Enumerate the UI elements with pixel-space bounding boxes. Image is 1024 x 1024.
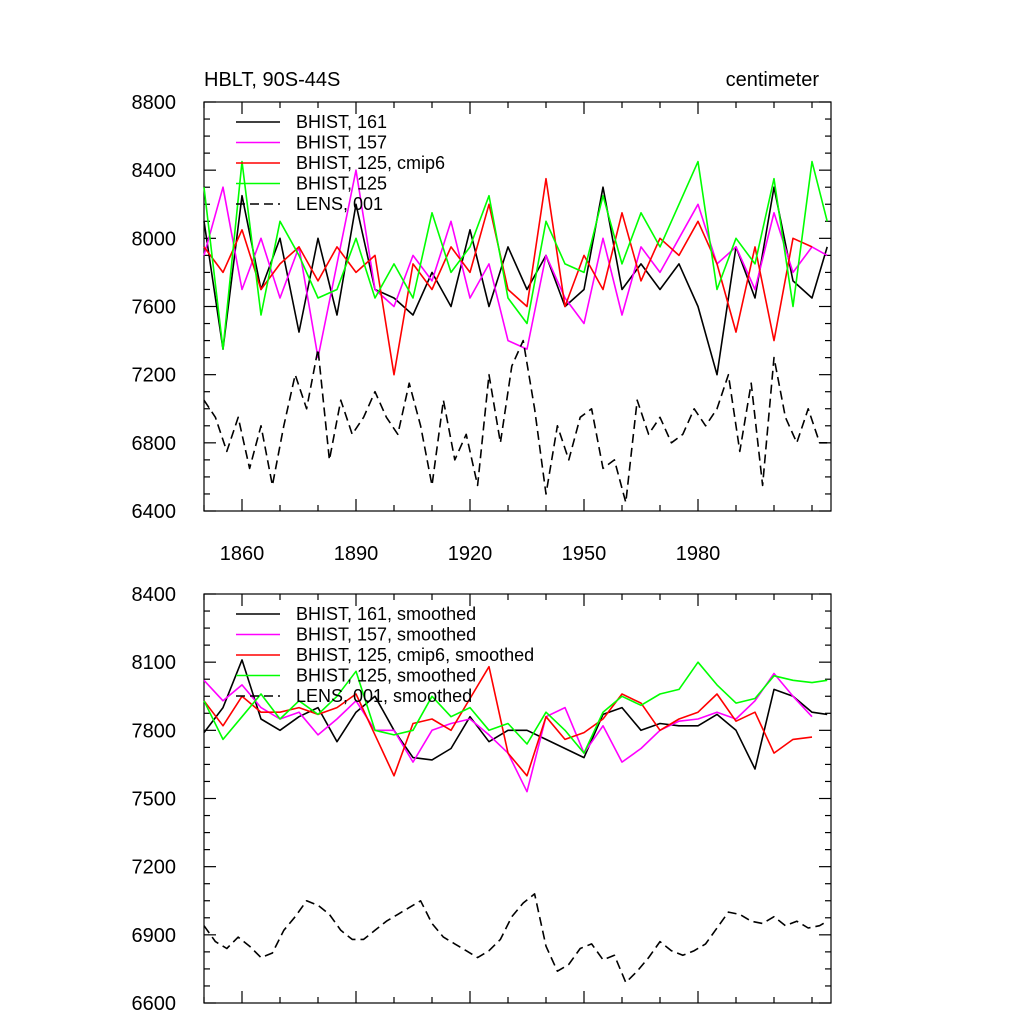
series-line-4 xyxy=(203,160,828,350)
y-tick-label: 8400 xyxy=(132,584,177,606)
y-tick-label: 6800 xyxy=(132,433,177,455)
legend-label: BHIST, 157 xyxy=(296,133,387,153)
series-line-3 xyxy=(203,665,813,777)
y-tick-label: 8100 xyxy=(132,652,177,674)
x-tick-label: 1950 xyxy=(562,543,607,565)
y-tick-label: 7500 xyxy=(132,789,177,811)
legend-label: BHIST, 161, smoothed xyxy=(296,604,476,624)
legend-label: BHIST, 161 xyxy=(296,112,387,132)
x-tick-label: 1860 xyxy=(220,543,265,565)
y-tick-label: 8800 xyxy=(132,92,177,114)
series-line-5 xyxy=(203,893,828,984)
legend-label: BHIST, 125, cmip6 xyxy=(296,153,445,173)
series-line-2 xyxy=(203,169,828,359)
legend-label: BHIST, 125, cmip6, smoothed xyxy=(296,645,534,665)
y-tick-label: 8400 xyxy=(132,160,177,182)
series-line-5 xyxy=(203,339,828,504)
y-tick-label: 6400 xyxy=(132,501,177,523)
y-tick-label: 6600 xyxy=(132,993,177,1015)
legend-label: BHIST, 157, smoothed xyxy=(296,625,476,645)
y-tick-label: 8000 xyxy=(132,228,177,250)
series-line-1 xyxy=(203,186,828,376)
y-tick-label: 7600 xyxy=(132,297,177,319)
y-tick-label: 7200 xyxy=(132,857,177,879)
bottom-panel: 6600 6900 7200 7500 7800 8100 8400 BHIST, 161, … xyxy=(132,584,832,1015)
top-chart-units: centimeter xyxy=(726,69,820,91)
legend-label: BHIST, 125 xyxy=(296,174,387,194)
x-tick-label: 1890 xyxy=(334,543,379,565)
series-line-4 xyxy=(203,661,828,754)
top-panel: HBLT, 90S-44S centimeter 6400 6800 7200 760… xyxy=(132,69,832,565)
y-tick-label: 7200 xyxy=(132,365,177,387)
x-tick-label: 1920 xyxy=(448,543,493,565)
legend-label: LENS, 001 xyxy=(296,194,383,214)
y-tick-label: 7800 xyxy=(132,720,177,742)
top-chart-title: HBLT, 90S-44S xyxy=(204,69,340,91)
x-tick-label: 1980 xyxy=(676,543,721,565)
legend-label: LENS, 001, smoothed xyxy=(296,686,472,706)
series-line-1 xyxy=(203,659,828,770)
y-tick-label: 6900 xyxy=(132,925,177,947)
legend-label: BHIST, 125, smoothed xyxy=(296,666,476,686)
